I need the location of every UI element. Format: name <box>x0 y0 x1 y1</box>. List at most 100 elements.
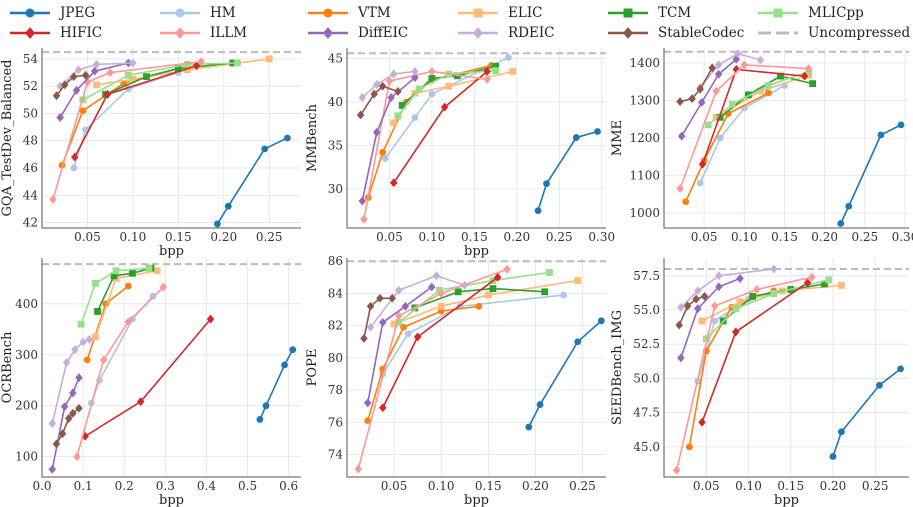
point-stablecodec <box>70 72 78 82</box>
point-mlicpp <box>394 112 402 120</box>
point-elic <box>838 281 845 289</box>
point-stablecodec <box>378 81 387 91</box>
chart-panel-5: 0.05 0.10 0.15 0.20 0.25 45.0 47.5 50.0 52.5 55.0… <box>610 258 909 507</box>
point-tcm <box>716 113 724 121</box>
point-diffeic <box>69 388 77 398</box>
x-tick-label: 0.05 <box>376 230 403 244</box>
series-elic <box>390 277 582 328</box>
legend-item-hific: HIFIC <box>8 23 102 43</box>
legend-marker-stablecodec <box>623 27 633 39</box>
y-tick-label: 74 <box>328 447 344 461</box>
series-line-illm <box>76 286 164 457</box>
series-jpeg <box>525 317 605 431</box>
point-mlicpp <box>145 264 153 272</box>
x-tick-label: 0.10 <box>731 230 758 244</box>
y-tick-label: 50 <box>23 106 38 120</box>
series-diffeic <box>677 54 741 141</box>
point-elic <box>437 302 445 310</box>
point-stablecodec <box>688 94 696 104</box>
point-rdeic <box>734 49 742 59</box>
y-tick-label: 35 <box>328 138 343 152</box>
point-hific <box>440 102 449 112</box>
legend-marker-rdeic <box>473 27 483 39</box>
point-elic <box>129 75 137 83</box>
legend-swatch-tcm <box>608 8 648 18</box>
axes-frame <box>346 258 606 478</box>
point-rdeic <box>770 264 778 274</box>
y-axis-label: MMBench <box>305 103 320 172</box>
point-hm <box>716 134 724 142</box>
y-tick-label: 100 <box>15 450 38 464</box>
point-vtm <box>364 417 372 425</box>
point-stablecodec <box>356 110 365 120</box>
x-axis-label: bpp <box>159 493 184 507</box>
point-tcm <box>174 65 182 72</box>
x-tick-label: 0.2 <box>115 479 134 493</box>
series-line-elic <box>701 284 842 322</box>
point-stablecodec <box>394 87 402 96</box>
legend-label-diffeic: DiffEIC <box>358 25 409 41</box>
point-mlicpp <box>77 320 85 328</box>
point-mlicpp <box>112 267 120 275</box>
point-diffeic <box>714 69 723 79</box>
y-tick-label: 54 <box>23 52 39 66</box>
x-tick-label: 0.20 <box>522 479 549 493</box>
series-line-mlicpp <box>397 69 496 117</box>
point-mlicpp <box>184 60 191 68</box>
point-elic <box>736 298 744 306</box>
series-line-elic <box>393 279 578 325</box>
point-tcm <box>749 292 757 300</box>
legend-label-vtm: VTM <box>358 5 391 21</box>
point-rdeic <box>79 337 87 347</box>
x-tick-label: 0.05 <box>691 230 718 244</box>
series-line-hm <box>699 84 785 184</box>
y-tick-label: 1100 <box>629 169 660 183</box>
point-elic <box>93 81 100 89</box>
series-line-rdeic <box>680 268 774 308</box>
y-tick-label: 1300 <box>629 94 660 108</box>
point-diffeic <box>698 97 706 107</box>
legend-swatch-hm <box>160 8 200 18</box>
series-jpeg <box>256 346 297 423</box>
point-hific <box>136 397 145 407</box>
point-illm <box>672 465 681 475</box>
series-line-rdeic <box>699 52 761 88</box>
point-jpeg <box>837 220 845 227</box>
x-tick-label: 0.6 <box>279 479 298 493</box>
point-stablecodec <box>360 334 368 343</box>
x-tick-label: 0.20 <box>820 479 847 493</box>
y-axis-label: SEEDBench_IMG <box>610 310 625 425</box>
point-stablecodec <box>64 414 73 423</box>
x-tick-label: 0.20 <box>210 230 237 244</box>
point-tcm <box>129 269 136 277</box>
legend-item-tcm: TCM <box>606 3 691 23</box>
point-illm <box>712 86 720 96</box>
point-hm <box>381 155 389 162</box>
series-mlicpp <box>77 264 153 328</box>
series-hm <box>381 54 512 162</box>
series-line-jpeg <box>259 349 294 420</box>
y-tick-label: 40 <box>328 95 343 109</box>
point-diffeic <box>694 304 702 314</box>
point-stablecodec <box>376 293 384 303</box>
series-line-illm <box>357 268 508 470</box>
plot-area <box>347 48 606 228</box>
point-hm <box>411 114 419 121</box>
point-hific <box>81 431 89 441</box>
point-tcm <box>492 62 500 70</box>
point-elic <box>445 82 453 90</box>
chart-panel-0: 0.05 0.10 0.15 0.20 0.25 42 44 46 48 50 52 54 bpp GQA… <box>0 48 301 259</box>
legend-swatch-elic <box>458 8 498 18</box>
point-hm <box>404 330 412 338</box>
point-mlicpp <box>728 100 736 108</box>
point-jpeg <box>572 134 580 141</box>
point-tcm <box>428 75 436 82</box>
x-tick-label: 0.10 <box>120 230 147 244</box>
legend-marker-hific <box>25 27 35 39</box>
axes-frame <box>663 48 909 229</box>
point-elic <box>153 267 161 275</box>
y-tick-label: 55.0 <box>633 303 660 317</box>
series-jpeg <box>829 365 904 460</box>
legend-marker-illm <box>175 27 185 39</box>
point-stablecodec <box>370 89 378 99</box>
